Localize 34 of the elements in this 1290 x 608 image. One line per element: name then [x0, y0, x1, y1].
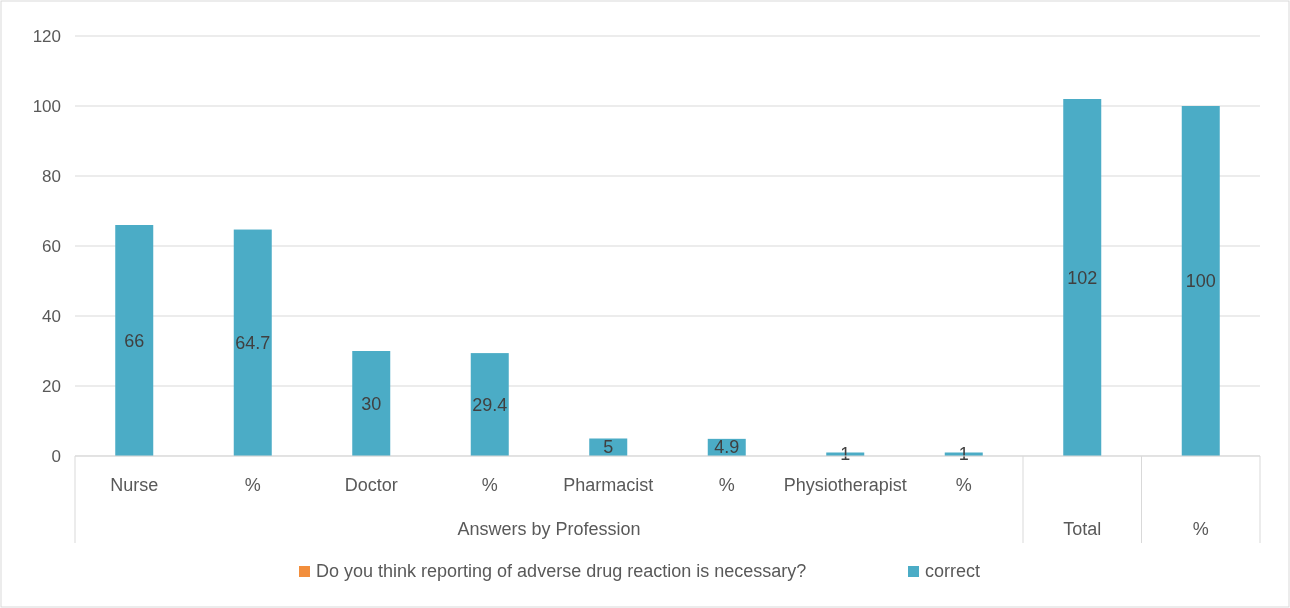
legend-label: correct [925, 561, 981, 581]
data-label: 102 [1067, 267, 1098, 288]
y-tick-label: 60 [42, 237, 61, 256]
y-tick-label: 20 [42, 377, 61, 396]
data-label: 66 [124, 330, 145, 351]
text: % [1192, 519, 1209, 539]
text: Total [1063, 519, 1102, 539]
y-tick-label: 100 [32, 97, 61, 116]
data-label: 29.4 [472, 394, 508, 415]
x-tick-label: % [481, 475, 498, 495]
y-tick-label: 120 [32, 27, 61, 46]
legend-label: Do you think reporting of adverse drug reaction is necessary? [316, 561, 807, 581]
data-label: 4.9 [714, 437, 740, 458]
bar [233, 229, 272, 456]
data-label: 100 [1185, 271, 1216, 291]
x-tick-label: % [718, 475, 735, 495]
bar [1063, 99, 1102, 456]
x-tick-label: % [955, 475, 972, 495]
y-tick-label: 0 [51, 447, 61, 466]
x-tick-label: % [244, 475, 261, 495]
text: Answers by Profession [457, 519, 641, 539]
data-label: 64.7 [235, 332, 271, 353]
x-tick-label: Physiotherapist [783, 475, 907, 495]
y-tick-label: 40 [42, 307, 61, 326]
x-tick-label: Doctor [344, 475, 398, 495]
bar [352, 351, 391, 456]
x-tick-label: Pharmacist [563, 475, 654, 495]
data-label: 5 [603, 437, 614, 458]
y-tick-label: 80 [42, 167, 61, 186]
bar [1181, 106, 1220, 456]
bar [115, 225, 154, 456]
x-tick-label: Nurse [110, 475, 159, 495]
data-label: 30 [361, 393, 382, 414]
bar [470, 353, 509, 456]
